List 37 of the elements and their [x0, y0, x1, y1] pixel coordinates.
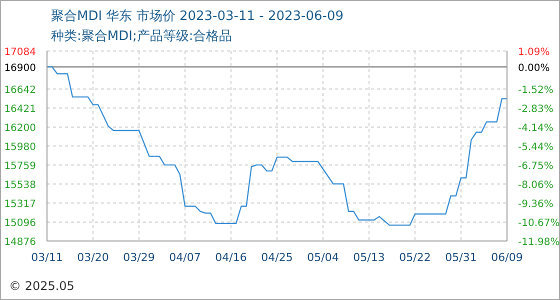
y-tick-label: 16900 — [4, 62, 36, 74]
y2-tick-label: 1.09% — [518, 47, 550, 58]
x-tick-label: 04/07 — [169, 250, 201, 264]
y-tick-label: 15980 — [4, 142, 36, 153]
y2-tick-label: -2.83% — [518, 104, 554, 115]
y-tick-label: 15538 — [4, 180, 36, 192]
y2-tick-label: -10.67% — [518, 218, 560, 229]
x-tick-label: 04/16 — [215, 250, 247, 264]
y2-tick-label: -6.75% — [518, 160, 554, 172]
line-series — [47, 66, 507, 226]
y-tick-label: 15759 — [4, 161, 36, 172]
y2-tick-label: -8.06% — [518, 180, 554, 192]
text: © 2025.05 — [9, 279, 74, 293]
x-tick-label: 05/04 — [307, 250, 339, 264]
x-tick-label: 04/25 — [261, 250, 293, 264]
x-tick-label: 06/09 — [491, 250, 523, 264]
x-tick-label: 03/29 — [123, 250, 155, 264]
y-tick-label: 16200 — [4, 123, 36, 134]
y2-tick-label: -11.98% — [518, 237, 560, 248]
y2-tick-label: 0.00% — [518, 62, 550, 74]
y-tick-label: 16421 — [4, 104, 36, 116]
y-tick-label: 17084 — [4, 47, 36, 58]
y2-tick-label: -4.14% — [518, 123, 554, 134]
y2-tick-label: -1.52% — [518, 84, 554, 96]
y2-tick-label: -5.44% — [518, 142, 554, 153]
x-tick-label: 05/22 — [399, 250, 431, 264]
y-tick-label: 16642 — [4, 85, 36, 96]
x-tick-label: 03/20 — [77, 250, 109, 264]
x-tick-label: 05/13 — [353, 250, 385, 264]
y-tick-label: 15096 — [4, 218, 36, 230]
chart-title: 聚合MDI 华东 市场价 2023-03-11 - 2023-06-09 — [51, 8, 344, 25]
y-tick-label: 14876 — [4, 237, 36, 248]
chart-subtitle: 种类:聚合MDI;产品等级:合格品 — [51, 28, 232, 45]
x-tick-label: 05/31 — [445, 250, 477, 264]
x-tick-label: 03/11 — [31, 250, 63, 264]
y-tick-label: 15317 — [4, 199, 36, 210]
y2-tick-label: -9.36% — [518, 198, 554, 210]
